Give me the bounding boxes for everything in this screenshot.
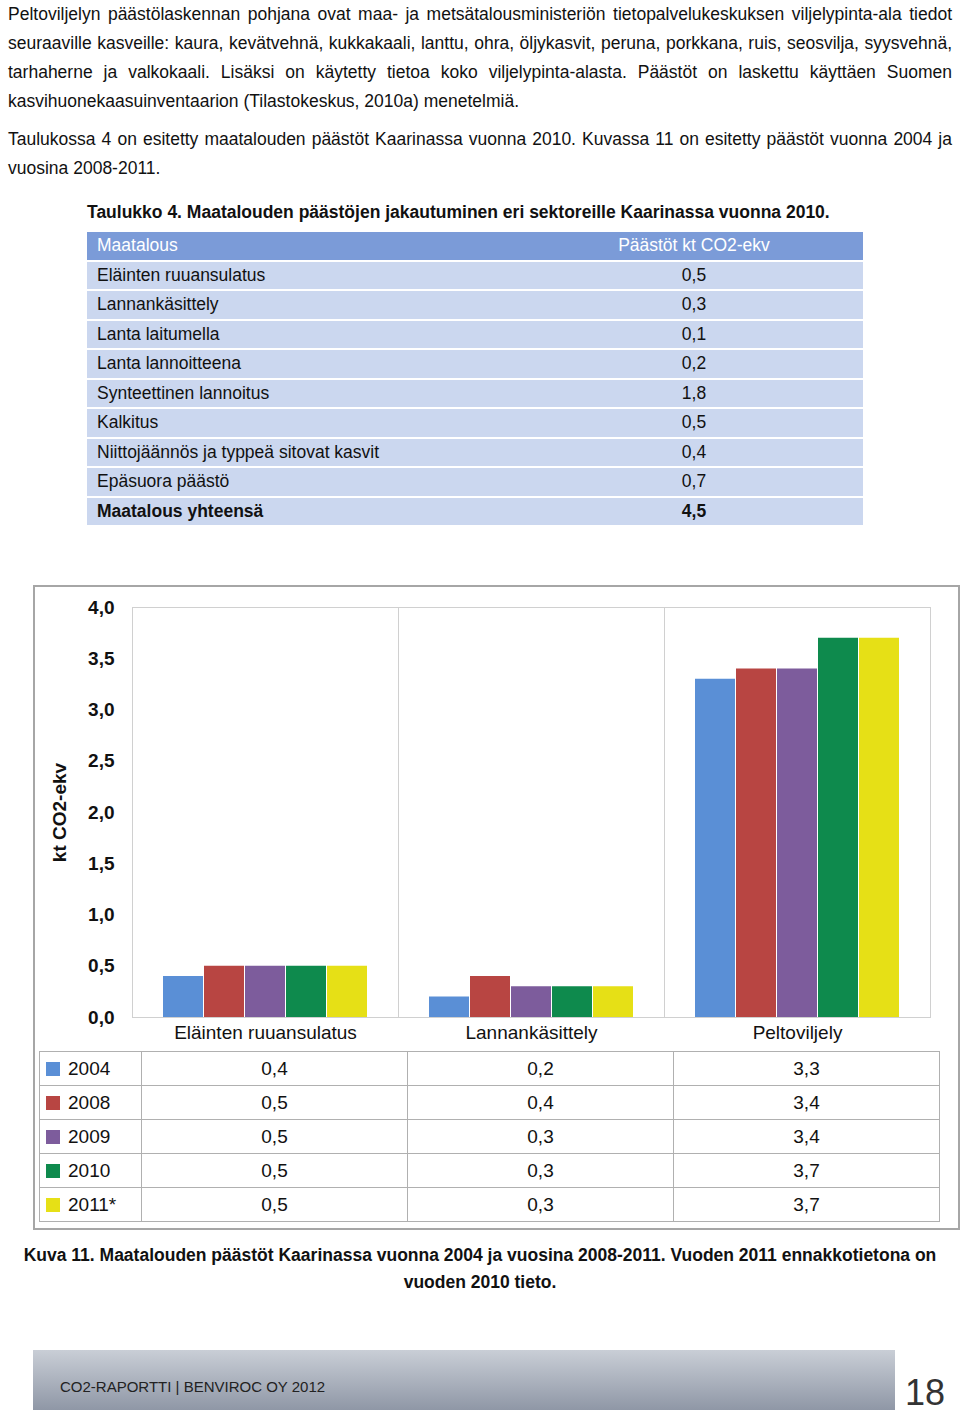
svg-text:1,0: 1,0 [88,904,114,925]
svg-text:Eläinten ruuansulatus: Eläinten ruuansulatus [174,1022,357,1043]
html-text:Päästöt kt CO2-ekv: Päästöt kt CO2-ekv [618,235,770,256]
html-text:0,3: 0,3 [527,1193,554,1215]
html-text:4,5: 4,5 [681,500,707,521]
html-text:Taulukossa 4 on esitetty maata: Taulukossa 4 on esitetty maatalouden pää… [8,129,952,178]
html-text:0,7: 0,7 [681,471,707,492]
svg-text:4,0: 4,0 [88,597,114,618]
html-text:0,3: 0,3 [527,1159,554,1181]
html-text:0,5: 0,5 [261,1091,288,1113]
html-text:Lannankäsittely: Lannankäsittely [97,294,219,315]
svg-text:2,5: 2,5 [88,750,115,771]
html-text:3,7: 3,7 [793,1159,820,1181]
html-text:0,5: 0,5 [681,264,707,285]
html-text:0,4: 0,4 [527,1091,554,1113]
html-text:0,4: 0,4 [681,441,707,462]
html-text:2008: 2008 [68,1091,111,1113]
html-text:Peltoviljelyn päästölaskennan: Peltoviljelyn päästölaskennan pohjana ov… [8,4,952,111]
svg-text:Peltoviljely: Peltoviljely [753,1022,843,1043]
html-text:Maatalous: Maatalous [97,235,178,256]
html-text:2010: 2010 [68,1159,111,1181]
html-text:CO2-RAPORTTI | BENVIROC OY 201: CO2-RAPORTTI | BENVIROC OY 2012 [60,1378,326,1395]
html-text:0,1: 0,1 [681,323,707,344]
html-text:Lanta lannoitteena: Lanta lannoitteena [97,353,241,374]
html-text:3,4: 3,4 [793,1091,820,1113]
html-text:Kalkitus: Kalkitus [97,412,159,433]
html-text:1,8: 1,8 [681,382,707,403]
html-text:0,3: 0,3 [681,294,707,315]
html-text:2009: 2009 [68,1125,111,1147]
html-text:Kuva 11. Maatalouden päästöt K: Kuva 11. Maatalouden päästöt Kaarinassa … [23,1245,937,1292]
svg-text:2,0: 2,0 [88,802,114,823]
html-text:0,3: 0,3 [527,1125,554,1147]
svg-text:1,5: 1,5 [88,853,115,874]
html-text:3,3: 3,3 [793,1057,820,1079]
html-text:0,2: 0,2 [681,353,707,374]
html-text:Lanta laitumella: Lanta laitumella [97,323,220,344]
html-text:Synteettinen lannoitus: Synteettinen lannoitus [97,382,270,403]
svg-text:3,0: 3,0 [88,699,114,720]
svg-text:3,5: 3,5 [88,648,115,669]
html-text:Maatalous yhteensä: Maatalous yhteensä [97,500,264,521]
html-text:0,2: 0,2 [527,1057,554,1079]
svg-text:0,5: 0,5 [88,955,115,976]
html-text:0,5: 0,5 [261,1159,288,1181]
html-text:Niittojäännös ja typpeä sitova: Niittojäännös ja typpeä sitovat kasvit [97,441,380,462]
svg-text:0,0: 0,0 [88,1007,114,1028]
html-text:0,5: 0,5 [261,1125,288,1147]
html-text:18: 18 [905,1372,945,1413]
html-text:Taulukko 4. Maatalouden päästö: Taulukko 4. Maatalouden päästöjen jakaut… [87,202,830,222]
svg-text:kt CO2-ekv: kt CO2-ekv [49,762,70,862]
html-text:3,7: 3,7 [793,1193,820,1215]
html-text:Eläinten ruuansulatus: Eläinten ruuansulatus [97,264,266,285]
html-text:2011*: 2011* [68,1193,117,1215]
html-text:0,4: 0,4 [261,1057,288,1079]
svg-text:Lannankäsittely: Lannankäsittely [465,1022,598,1043]
html-text:0,5: 0,5 [681,412,707,433]
html-text:Epäsuora päästö: Epäsuora päästö [97,471,230,492]
html-text:0,5: 0,5 [261,1193,288,1215]
html-text:3,4: 3,4 [793,1125,820,1147]
html-text:2004: 2004 [68,1057,111,1079]
